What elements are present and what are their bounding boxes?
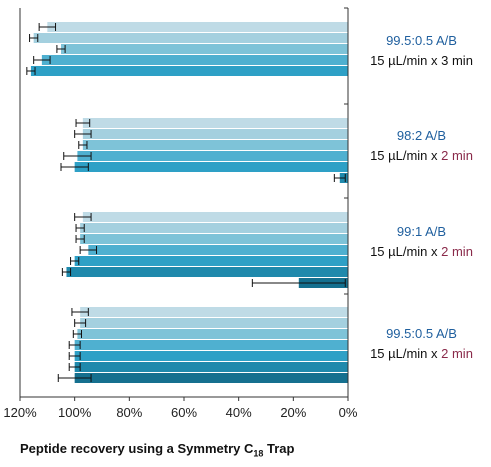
- errorbar-g4-2: [74, 319, 87, 327]
- errorbar-g3-4: [79, 246, 98, 254]
- x-tick-label: 120%: [3, 405, 37, 420]
- bars-layer: [30, 22, 349, 383]
- bar-g1-1: [47, 22, 348, 32]
- errorbar-g4-1: [71, 308, 89, 316]
- errorbar-g3-1: [74, 213, 92, 221]
- bar-g2-2: [82, 129, 348, 139]
- bar-g4-4: [74, 340, 349, 350]
- errorbar-g1-4: [33, 56, 51, 64]
- condition-ratio: 99.5:0.5 A/B: [386, 33, 457, 48]
- bar-g2-4: [77, 151, 349, 161]
- condition-ratio: 99.5:0.5 A/B: [386, 326, 457, 341]
- errorbar-g3-6: [61, 268, 72, 276]
- errorbar-g2-2: [74, 130, 92, 138]
- bar-g1-3: [61, 44, 348, 54]
- errorbar-g3-5: [70, 257, 80, 265]
- bar-g4-6: [74, 362, 349, 372]
- bar-g4-7: [74, 373, 349, 383]
- x-tick-label: 40%: [226, 405, 252, 420]
- condition-duration: 2 min: [441, 346, 473, 361]
- x-tick-label: 0%: [339, 405, 358, 420]
- bar-g4-2: [80, 318, 348, 328]
- errorbar-g4-7: [57, 374, 92, 382]
- condition-ratio: 98:2 A/B: [396, 128, 447, 143]
- errorbar-g1-5: [26, 67, 36, 75]
- error-bars-layer: [26, 23, 346, 382]
- x-tick-label: 60%: [171, 405, 197, 420]
- condition-duration: 2 min: [441, 244, 473, 259]
- errorbar-g2-3: [78, 141, 88, 149]
- condition-flow: 15 µL/min x 2 min: [370, 244, 473, 259]
- errorbar-g2-4: [63, 152, 92, 160]
- bar-g4-3: [77, 329, 349, 339]
- errorbar-g3-3: [75, 235, 85, 243]
- x-tick-label: 80%: [116, 405, 142, 420]
- bar-g2-5: [74, 162, 349, 172]
- condition-label-2: 98:2 A/B 15 µL/min x 2 min: [352, 126, 491, 166]
- errorbar-g3-2: [75, 224, 85, 232]
- x-tick-label: 100%: [58, 405, 92, 420]
- x-axis-title: Peptide recovery using a Symmetry C18 Tr…: [20, 441, 295, 459]
- errorbar-g1-1: [38, 23, 57, 31]
- bar-g3-2: [80, 223, 348, 233]
- condition-flow: 15 µL/min x 2 min: [370, 148, 473, 163]
- condition-flow: 15 µL/min x 3 min: [370, 53, 473, 68]
- condition-duration: 3 min: [441, 53, 473, 68]
- bar-g3-1: [82, 212, 348, 222]
- bar-g2-3: [82, 140, 348, 150]
- errorbar-g2-1: [75, 119, 91, 127]
- bar-g3-4: [88, 245, 348, 255]
- x-tick-label: 20%: [280, 405, 306, 420]
- errorbar-g3-7: [251, 279, 346, 287]
- condition-label-3: 99:1 A/B 15 µL/min x 2 min: [352, 222, 491, 262]
- bar-g1-2: [33, 33, 349, 43]
- condition-flow: 15 µL/min x 2 min: [370, 346, 473, 361]
- errorbar-g2-6: [333, 174, 346, 182]
- condition-label-4: 99.5:0.5 A/B 15 µL/min x 2 min: [352, 324, 491, 364]
- bar-g3-6: [66, 267, 348, 277]
- x-ticks-layer: 120% 100% 80% 60% 40% 20% 0%: [3, 397, 358, 420]
- bar-g4-5: [74, 351, 349, 361]
- errorbar-g1-2: [29, 34, 39, 42]
- bar-g3-3: [80, 234, 348, 244]
- bar-g1-5: [30, 66, 349, 76]
- errorbar-g4-5: [68, 352, 81, 360]
- errorbar-g4-3: [72, 330, 82, 338]
- bar-g2-1: [82, 118, 348, 128]
- errorbar-g4-6: [68, 363, 81, 371]
- errorbar-g1-3: [56, 45, 66, 53]
- condition-ratio: 99:1 A/B: [396, 224, 447, 239]
- bar-g3-5: [74, 256, 349, 266]
- errorbar-g2-5: [60, 163, 89, 171]
- condition-duration: 2 min: [441, 148, 473, 163]
- bar-g4-1: [80, 307, 348, 317]
- errorbar-g4-4: [68, 341, 81, 349]
- condition-label-1: 99.5:0.5 A/B 15 µL/min x 3 min: [352, 31, 491, 71]
- bar-g1-4: [41, 55, 348, 65]
